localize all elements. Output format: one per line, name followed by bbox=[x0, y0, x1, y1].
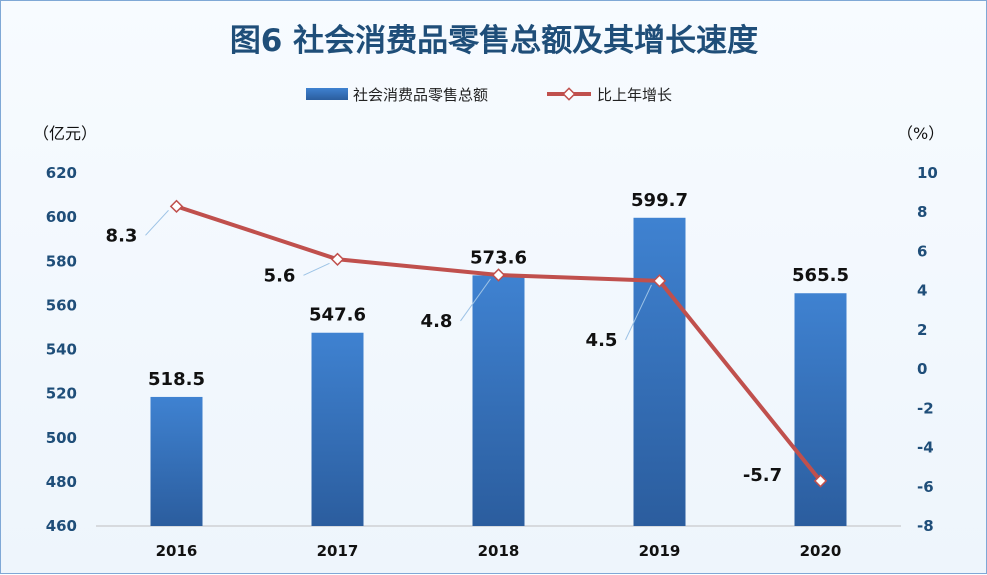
leader-line bbox=[625, 284, 652, 341]
leader-line bbox=[145, 210, 169, 236]
bar bbox=[472, 275, 525, 526]
label-leader-lines bbox=[145, 210, 652, 341]
left-tick-label: 480 bbox=[46, 473, 77, 491]
bar-value-label: 565.5 bbox=[792, 265, 849, 286]
bar-value-label: 599.7 bbox=[631, 190, 688, 211]
right-tick-label: 4 bbox=[917, 282, 927, 300]
left-tick-label: 620 bbox=[46, 164, 77, 182]
left-axis-ticks: 620 600 580 560 540 520 500 480 460 bbox=[46, 164, 77, 535]
left-axis-unit: （亿元） bbox=[33, 124, 97, 143]
right-axis-unit: （%） bbox=[897, 124, 944, 143]
leader-line bbox=[303, 262, 330, 276]
line-series: 8.3 5.6 4.8 4.5 -5.7 bbox=[106, 199, 828, 488]
bar-value-label: 518.5 bbox=[148, 369, 205, 390]
line-value-label: -5.7 bbox=[743, 465, 782, 486]
line-value-label: 4.5 bbox=[586, 330, 618, 351]
leader-line bbox=[460, 278, 491, 322]
legend-line-marker bbox=[562, 87, 576, 101]
x-tick-label: 2019 bbox=[639, 542, 681, 560]
bar bbox=[311, 332, 364, 526]
left-tick-label: 460 bbox=[46, 517, 77, 535]
line-point bbox=[491, 268, 506, 282]
x-tick-label: 2016 bbox=[156, 542, 198, 560]
right-tick-label: 10 bbox=[917, 164, 938, 182]
bar bbox=[633, 217, 686, 527]
chart-title: 图6 社会消费品零售总额及其增长速度 bbox=[230, 23, 758, 59]
x-tick-label: 2017 bbox=[317, 542, 359, 560]
bar-value-label: 573.6 bbox=[470, 247, 527, 268]
legend-line-label: 比上年增长 bbox=[597, 86, 672, 104]
bar bbox=[794, 293, 847, 526]
left-tick-label: 500 bbox=[46, 429, 77, 447]
right-tick-label: -2 bbox=[917, 399, 934, 417]
legend-bar-swatch bbox=[306, 88, 348, 100]
right-tick-label: 0 bbox=[917, 360, 927, 378]
legend: 社会消费品零售总额 比上年增长 bbox=[306, 86, 672, 104]
x-tick-label: 2018 bbox=[478, 542, 520, 560]
line-value-label: 5.6 bbox=[264, 265, 296, 286]
line-point bbox=[813, 474, 828, 488]
right-tick-label: 8 bbox=[917, 203, 927, 221]
right-tick-label: -6 bbox=[917, 478, 934, 496]
legend-bar-label: 社会消费品零售总额 bbox=[353, 86, 488, 104]
line-value-label: 8.3 bbox=[106, 225, 138, 246]
line-point bbox=[652, 274, 667, 288]
left-tick-label: 540 bbox=[46, 341, 77, 359]
x-axis-ticks: 2016 2017 2018 2019 2020 bbox=[156, 542, 842, 560]
left-tick-label: 600 bbox=[46, 208, 77, 226]
right-tick-label: -8 bbox=[917, 517, 934, 535]
right-tick-label: 6 bbox=[917, 242, 927, 260]
line-point bbox=[330, 252, 345, 267]
x-tick-label: 2020 bbox=[800, 542, 842, 560]
line-value-label: 4.8 bbox=[421, 311, 453, 332]
right-tick-label: 2 bbox=[917, 321, 927, 339]
left-tick-label: 580 bbox=[46, 252, 77, 270]
line-point bbox=[169, 199, 184, 214]
left-tick-label: 520 bbox=[46, 385, 77, 403]
bar bbox=[150, 396, 203, 526]
bar-series: 518.5 547.6 573.6 599.7 565.5 bbox=[148, 190, 849, 527]
bar-value-label: 547.6 bbox=[309, 305, 366, 326]
left-tick-label: 560 bbox=[46, 296, 77, 314]
right-axis-ticks: 10 8 6 4 2 0 -2 -4 -6 -8 bbox=[917, 164, 938, 535]
right-tick-label: -4 bbox=[917, 439, 934, 457]
